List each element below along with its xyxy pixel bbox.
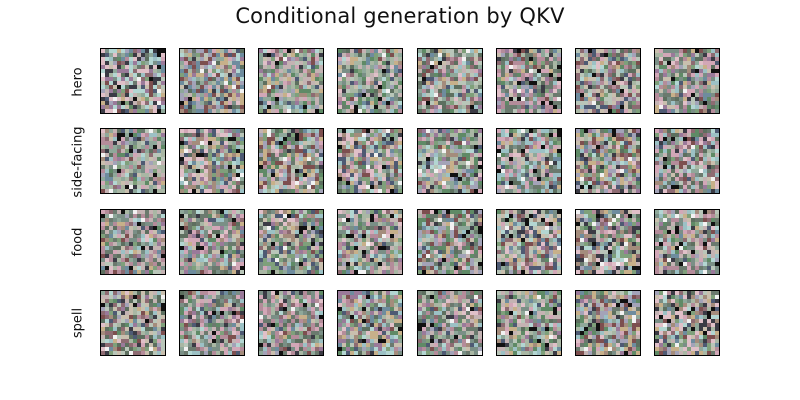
sample-tile-side-facing-7 xyxy=(575,128,641,194)
noise-image xyxy=(338,49,402,113)
sample-tile-food-3 xyxy=(258,209,324,275)
noise-image xyxy=(338,210,402,274)
sample-tile-side-facing-3 xyxy=(258,128,324,194)
sample-tile-spell-3 xyxy=(258,290,324,356)
noise-image xyxy=(259,129,323,193)
sample-tile-hero-5 xyxy=(417,48,483,114)
noise-image xyxy=(576,49,640,113)
sample-tile-side-facing-1 xyxy=(100,128,166,194)
sample-tile-food-1 xyxy=(100,209,166,275)
noise-image xyxy=(338,291,402,355)
noise-image xyxy=(418,210,482,274)
noise-image xyxy=(655,210,719,274)
noise-image xyxy=(180,49,244,113)
sample-tile-spell-7 xyxy=(575,290,641,356)
noise-image xyxy=(655,49,719,113)
sample-tile-side-facing-6 xyxy=(496,128,562,194)
noise-image xyxy=(576,129,640,193)
noise-image xyxy=(180,210,244,274)
sample-tile-hero-2 xyxy=(179,48,245,114)
noise-image xyxy=(497,291,561,355)
noise-image xyxy=(418,291,482,355)
noise-image xyxy=(497,49,561,113)
noise-image xyxy=(101,291,165,355)
sample-tile-hero-1 xyxy=(100,48,166,114)
noise-image xyxy=(497,210,561,274)
sample-tile-food-4 xyxy=(337,209,403,275)
sample-tile-spell-8 xyxy=(654,290,720,356)
sample-tile-spell-4 xyxy=(337,290,403,356)
sample-tile-side-facing-5 xyxy=(417,128,483,194)
figure-title: Conditional generation by QKV xyxy=(235,4,565,28)
sample-tile-hero-7 xyxy=(575,48,641,114)
sample-tile-spell-2 xyxy=(179,290,245,356)
row-label-spell: spell xyxy=(70,307,86,339)
noise-image xyxy=(101,210,165,274)
sample-tile-side-facing-2 xyxy=(179,128,245,194)
noise-image xyxy=(497,129,561,193)
noise-image xyxy=(655,129,719,193)
sample-tile-side-facing-8 xyxy=(654,128,720,194)
row-label-side-facing: side-facing xyxy=(70,126,86,198)
sample-tile-hero-6 xyxy=(496,48,562,114)
sample-tile-spell-5 xyxy=(417,290,483,356)
noise-image xyxy=(418,49,482,113)
sample-tile-hero-4 xyxy=(337,48,403,114)
noise-image xyxy=(180,291,244,355)
row-label-food: food xyxy=(70,227,86,257)
row-label-hero: hero xyxy=(70,67,86,97)
noise-image xyxy=(259,291,323,355)
sample-tile-spell-6 xyxy=(496,290,562,356)
sample-tile-food-8 xyxy=(654,209,720,275)
sample-tile-food-2 xyxy=(179,209,245,275)
sample-tile-hero-3 xyxy=(258,48,324,114)
sample-tile-spell-1 xyxy=(100,290,166,356)
noise-image xyxy=(655,291,719,355)
noise-image xyxy=(259,49,323,113)
noise-image xyxy=(101,129,165,193)
noise-image xyxy=(576,291,640,355)
sample-tile-hero-8 xyxy=(654,48,720,114)
noise-image xyxy=(576,210,640,274)
sample-tile-side-facing-4 xyxy=(337,128,403,194)
noise-image xyxy=(259,210,323,274)
noise-image xyxy=(338,129,402,193)
noise-image xyxy=(418,129,482,193)
noise-image xyxy=(101,49,165,113)
sample-tile-food-5 xyxy=(417,209,483,275)
sample-tile-food-6 xyxy=(496,209,562,275)
noise-image xyxy=(180,129,244,193)
sample-tile-food-7 xyxy=(575,209,641,275)
